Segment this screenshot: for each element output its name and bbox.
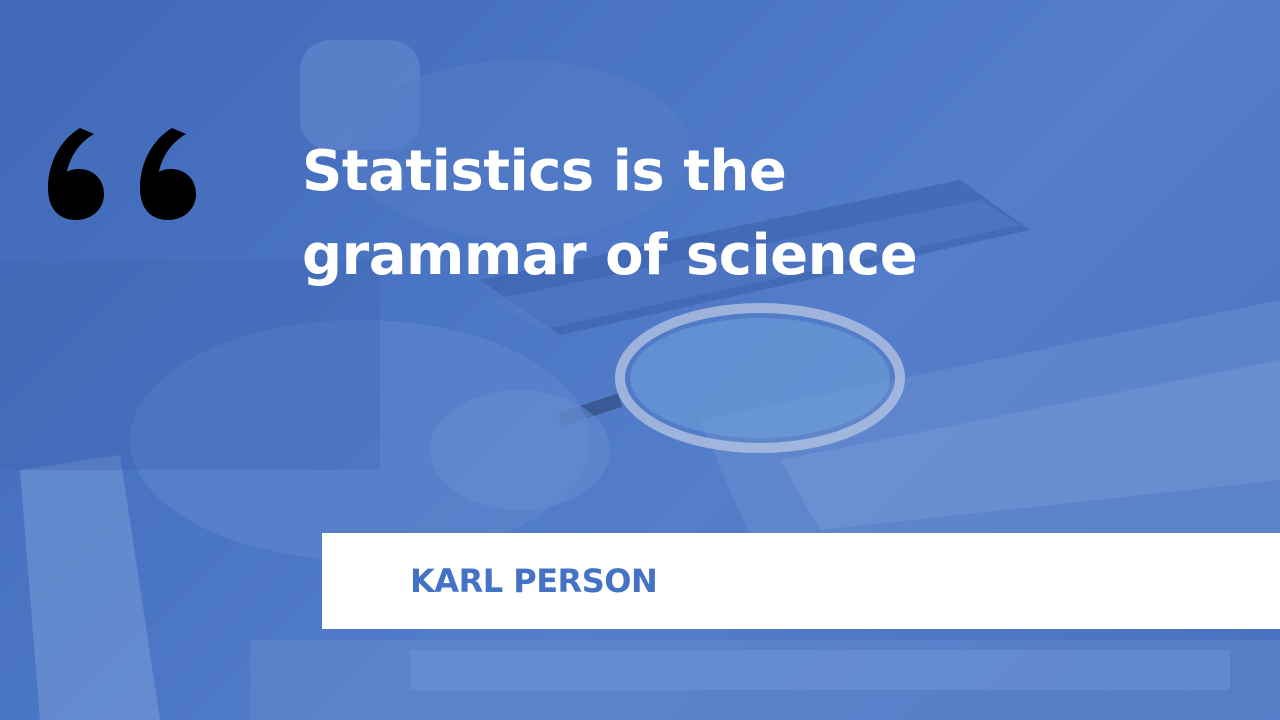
opening-quote-icon	[48, 128, 196, 220]
author-bar: KARL PERSON	[322, 533, 1280, 629]
quote-text: Statistics is the grammar of science	[302, 130, 1002, 298]
quote-line-2: grammar of science	[302, 223, 918, 288]
quote-line-1: Statistics is the	[302, 139, 787, 204]
author-name: KARL PERSON	[410, 562, 658, 600]
